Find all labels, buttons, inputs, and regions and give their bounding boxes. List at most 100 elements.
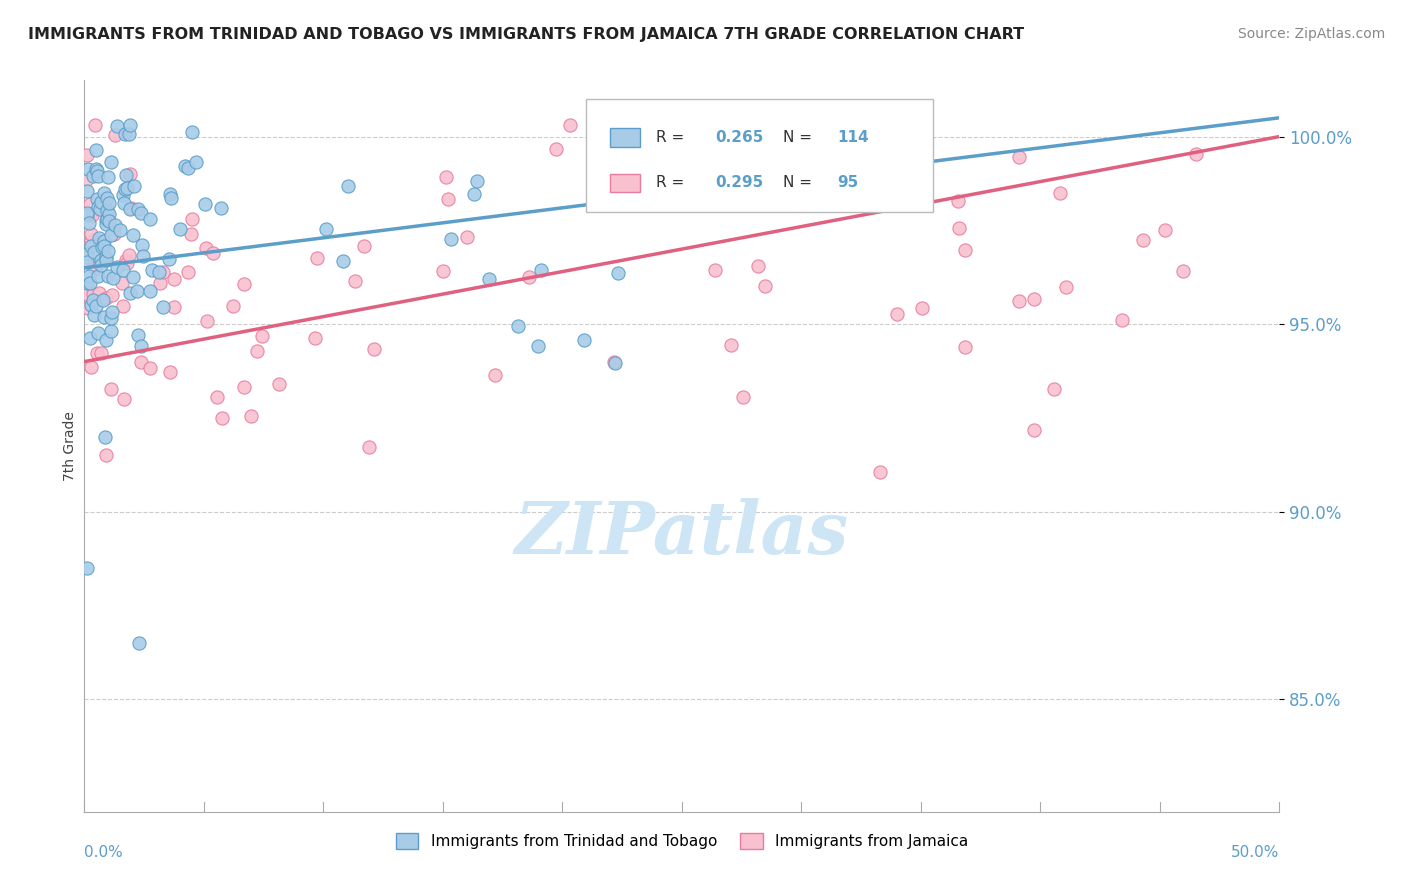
Immigrants from Jamaica	[82, 286, 104, 301]
Immigrants from Jamaica	[129, 355, 152, 369]
Immigrants from Trinidad and Tobago	[93, 293, 115, 308]
Immigrants from Trinidad and Tobago	[90, 252, 112, 267]
Immigrants from Trinidad and Tobago	[138, 211, 160, 226]
Immigrants from Jamaica	[76, 148, 98, 162]
Immigrants from Trinidad and Tobago	[118, 118, 141, 132]
Immigrants from Jamaica	[703, 263, 725, 277]
Immigrants from Jamaica	[1049, 186, 1071, 200]
Immigrants from Trinidad and Tobago	[93, 186, 115, 200]
Immigrants from Trinidad and Tobago	[96, 212, 118, 227]
Immigrants from Jamaica	[94, 291, 117, 305]
Immigrants from Trinidad and Tobago	[141, 262, 163, 277]
Immigrants from Trinidad and Tobago	[76, 184, 98, 198]
Immigrants from Jamaica	[1022, 292, 1045, 306]
Immigrants from Trinidad and Tobago	[337, 178, 360, 193]
Immigrants from Trinidad and Tobago	[111, 187, 134, 202]
Immigrants from Jamaica	[754, 278, 776, 293]
Immigrants from Trinidad and Tobago	[177, 161, 200, 175]
Immigrants from Trinidad and Tobago	[173, 159, 195, 173]
Immigrants from Trinidad and Tobago	[574, 333, 596, 347]
Immigrants from Trinidad and Tobago	[90, 195, 112, 210]
Immigrants from Trinidad and Tobago	[79, 268, 101, 283]
Immigrants from Trinidad and Tobago	[169, 222, 191, 236]
Immigrants from Jamaica	[101, 288, 124, 302]
Y-axis label: 7th Grade: 7th Grade	[63, 411, 77, 481]
Immigrants from Jamaica	[118, 167, 141, 181]
Immigrants from Jamaica	[731, 391, 754, 405]
Immigrants from Trinidad and Tobago	[131, 206, 153, 220]
Immigrants from Jamaica	[233, 380, 256, 394]
Immigrants from Jamaica	[159, 365, 181, 379]
Immigrants from Trinidad and Tobago	[94, 250, 117, 264]
Immigrants from Jamaica	[437, 192, 460, 206]
Immigrants from Trinidad and Tobago	[112, 195, 135, 210]
Immigrants from Trinidad and Tobago	[89, 230, 111, 244]
Immigrants from Trinidad and Tobago	[585, 189, 607, 203]
Immigrants from Jamaica	[76, 251, 98, 265]
Immigrants from Trinidad and Tobago	[118, 127, 141, 141]
Text: R =: R =	[655, 176, 689, 190]
Immigrants from Trinidad and Tobago	[90, 258, 112, 272]
Immigrants from Jamaica	[180, 212, 202, 227]
Immigrants from Trinidad and Tobago	[86, 200, 108, 214]
Text: IMMIGRANTS FROM TRINIDAD AND TOBAGO VS IMMIGRANTS FROM JAMAICA 7TH GRADE CORRELA: IMMIGRANTS FROM TRINIDAD AND TOBAGO VS I…	[28, 27, 1024, 42]
Immigrants from Trinidad and Tobago	[104, 219, 127, 233]
Immigrants from Trinidad and Tobago	[82, 293, 104, 307]
Immigrants from Trinidad and Tobago	[76, 206, 98, 220]
Immigrants from Trinidad and Tobago	[603, 356, 626, 370]
Immigrants from Jamaica	[432, 263, 454, 277]
Immigrants from Trinidad and Tobago	[96, 253, 118, 268]
Immigrants from Jamaica	[434, 169, 457, 184]
Immigrants from Jamaica	[115, 255, 138, 269]
Immigrants from Jamaica	[152, 265, 174, 279]
Immigrants from Trinidad and Tobago	[478, 272, 501, 286]
Immigrants from Trinidad and Tobago	[114, 168, 136, 182]
Immigrants from Jamaica	[1008, 150, 1031, 164]
Immigrants from Jamaica	[517, 269, 540, 284]
Immigrants from Jamaica	[79, 234, 101, 248]
Immigrants from Jamaica	[246, 343, 269, 358]
Immigrants from Trinidad and Tobago	[76, 561, 98, 575]
Immigrants from Jamaica	[76, 171, 98, 186]
Immigrants from Jamaica	[560, 118, 582, 132]
Immigrants from Trinidad and Tobago	[84, 299, 107, 313]
Immigrants from Jamaica	[100, 382, 122, 396]
Text: N =: N =	[783, 176, 817, 190]
Immigrants from Trinidad and Tobago	[131, 339, 153, 353]
Immigrants from Trinidad and Tobago	[209, 202, 232, 216]
Immigrants from Trinidad and Tobago	[127, 202, 149, 216]
Immigrants from Trinidad and Tobago	[152, 301, 174, 315]
Immigrants from Trinidad and Tobago	[114, 182, 136, 196]
Immigrants from Trinidad and Tobago	[94, 333, 117, 347]
Immigrants from Trinidad and Tobago	[115, 180, 138, 194]
Immigrants from Jamaica	[747, 260, 769, 274]
Immigrants from Jamaica	[83, 118, 105, 132]
Immigrants from Trinidad and Tobago	[100, 310, 122, 325]
Text: 95: 95	[838, 176, 859, 190]
FancyBboxPatch shape	[586, 99, 934, 212]
Immigrants from Trinidad and Tobago	[139, 284, 162, 298]
Immigrants from Trinidad and Tobago	[110, 222, 132, 236]
Immigrants from Jamaica	[953, 340, 976, 354]
Immigrants from Jamaica	[1008, 293, 1031, 308]
Immigrants from Jamaica	[233, 277, 256, 291]
Immigrants from Trinidad and Tobago	[76, 208, 98, 222]
Immigrants from Jamaica	[201, 246, 224, 260]
Immigrants from Trinidad and Tobago	[105, 260, 128, 274]
Immigrants from Jamaica	[1042, 382, 1064, 396]
Immigrants from Trinidad and Tobago	[101, 304, 124, 318]
Immigrants from Trinidad and Tobago	[100, 227, 122, 242]
Text: N =: N =	[783, 130, 817, 145]
Text: 0.265: 0.265	[716, 130, 763, 145]
Immigrants from Jamaica	[953, 243, 976, 257]
Immigrants from Jamaica	[603, 354, 626, 368]
Immigrants from Trinidad and Tobago	[94, 429, 117, 443]
Immigrants from Trinidad and Tobago	[86, 164, 108, 178]
Immigrants from Trinidad and Tobago	[100, 154, 122, 169]
Immigrants from Trinidad and Tobago	[332, 253, 354, 268]
Immigrants from Jamaica	[87, 286, 110, 301]
Legend: Immigrants from Trinidad and Tobago, Immigrants from Jamaica: Immigrants from Trinidad and Tobago, Imm…	[389, 827, 974, 855]
Immigrants from Trinidad and Tobago	[76, 276, 98, 290]
Immigrants from Jamaica	[177, 264, 200, 278]
Immigrants from Jamaica	[80, 359, 103, 374]
